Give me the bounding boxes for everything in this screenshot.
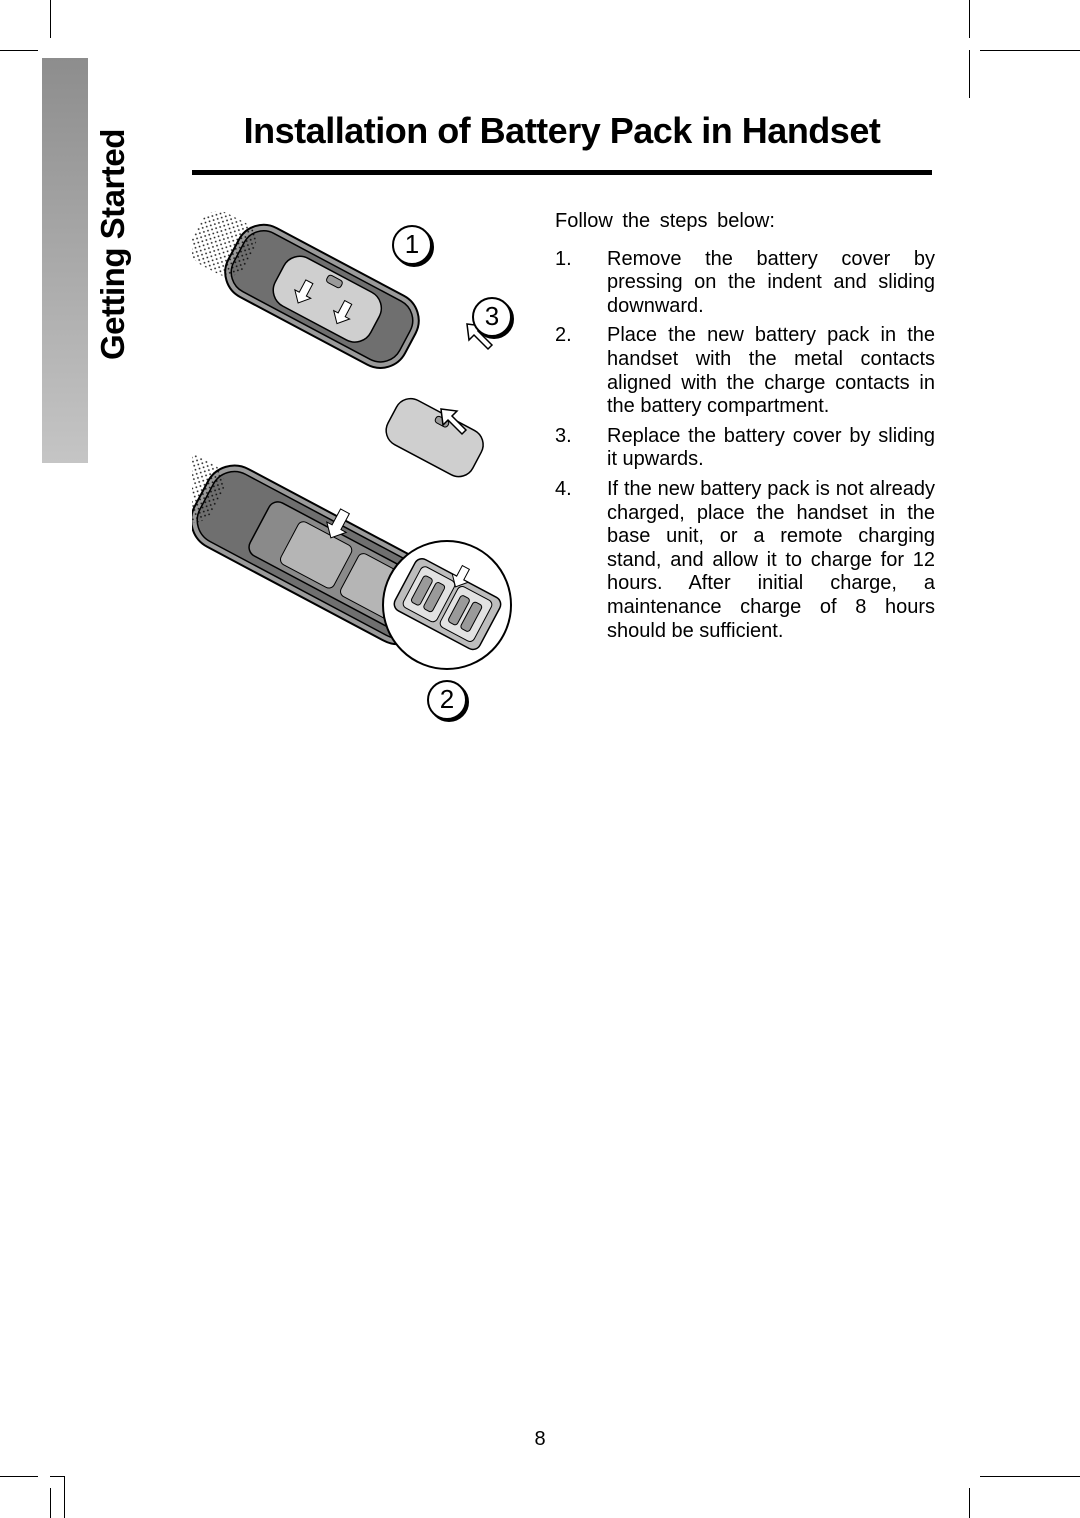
step-number: 2.: [555, 324, 607, 418]
crop-mark: [969, 50, 970, 98]
title-underline: [192, 170, 932, 175]
page-title: Installation of Battery Pack in Handset: [192, 110, 932, 152]
step-text: Remove the battery cover by pressing on …: [607, 248, 935, 319]
crop-mark: [969, 1488, 970, 1518]
step-item: 4. If the new battery pack is not alread…: [555, 478, 935, 643]
crop-mark: [980, 1476, 1080, 1477]
step-number: 3.: [555, 425, 607, 472]
step-item: 3. Replace the battery cover by sliding …: [555, 425, 935, 472]
callout-3-text: 3: [485, 301, 499, 331]
crop-mark: [50, 0, 51, 38]
crop-mark: [50, 1476, 64, 1477]
crop-mark: [969, 0, 970, 38]
instructions-column: Follow the steps below: 1. Remove the ba…: [555, 210, 935, 649]
step-item: 2. Place the new battery pack in the han…: [555, 324, 935, 418]
steps-list: 1. Remove the battery cover by pressing …: [555, 248, 935, 644]
battery-install-figure: 1 2 3: [192, 205, 524, 755]
crop-mark: [0, 1476, 38, 1477]
manual-page: Getting Started Installation of Battery …: [0, 0, 1080, 1518]
section-tab-bg: [42, 58, 88, 463]
callout-1-text: 1: [405, 229, 419, 259]
intro-text: Follow the steps below:: [555, 210, 935, 234]
crop-mark: [980, 50, 1080, 51]
step-text: Replace the battery cover by sliding it …: [607, 425, 935, 472]
step-item: 1. Remove the battery cover by pressing …: [555, 248, 935, 319]
step-text: Place the new battery pack in the handse…: [607, 324, 935, 418]
crop-mark: [64, 1476, 65, 1518]
step-text: If the new battery pack is not already c…: [607, 478, 935, 643]
callout-2-text: 2: [440, 684, 454, 714]
step-number: 1.: [555, 248, 607, 319]
step-number: 4.: [555, 478, 607, 643]
page-title-block: Installation of Battery Pack in Handset: [192, 110, 932, 152]
page-number: 8: [0, 1428, 1080, 1451]
crop-mark: [0, 50, 38, 51]
section-tab-text: Getting Started: [94, 129, 132, 360]
crop-mark: [50, 1488, 51, 1518]
section-tab-label: Getting Started: [94, 60, 134, 360]
